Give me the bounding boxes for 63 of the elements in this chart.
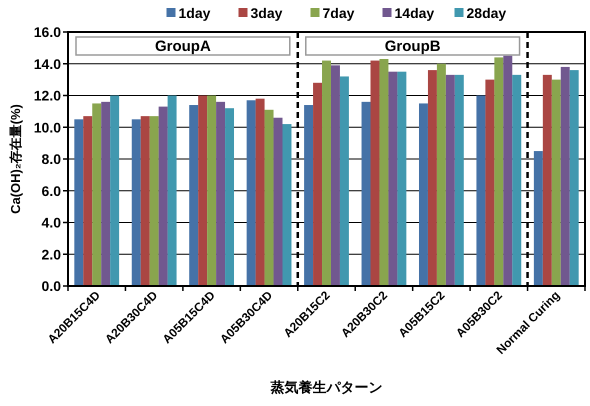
bar bbox=[418, 103, 428, 286]
bar bbox=[476, 96, 486, 286]
bar bbox=[322, 60, 331, 286]
bar bbox=[158, 106, 168, 286]
bar bbox=[503, 56, 512, 286]
y-tick-label: 16.0 bbox=[34, 24, 62, 40]
y-axis-title: Ca(OH)₂存在量(%) bbox=[8, 104, 23, 214]
bar bbox=[534, 151, 543, 286]
bar bbox=[485, 80, 494, 286]
bar bbox=[150, 116, 159, 286]
bar bbox=[330, 65, 340, 286]
bar bbox=[552, 80, 561, 286]
bar bbox=[168, 96, 177, 286]
y-tick-label: 8.0 bbox=[42, 151, 62, 167]
bar bbox=[388, 72, 398, 286]
bar bbox=[454, 74, 464, 286]
bar bbox=[542, 74, 552, 286]
y-tick-label: 0.0 bbox=[42, 278, 62, 294]
legend-label: 1day bbox=[178, 5, 211, 21]
y-tick-label: 6.0 bbox=[42, 182, 62, 199]
bar bbox=[512, 74, 522, 286]
bar bbox=[494, 57, 504, 286]
bar bbox=[256, 98, 265, 286]
legend-label: 3day bbox=[250, 5, 283, 21]
bar bbox=[140, 116, 150, 286]
bar bbox=[570, 70, 579, 286]
bar bbox=[313, 82, 322, 286]
bar bbox=[436, 64, 446, 286]
legend-label: 14day bbox=[394, 5, 434, 21]
bar bbox=[83, 116, 92, 286]
bar bbox=[560, 66, 570, 286]
bar bbox=[246, 100, 256, 286]
bar bbox=[198, 96, 208, 286]
bar bbox=[189, 105, 198, 286]
bar bbox=[428, 70, 437, 286]
bar bbox=[207, 96, 216, 286]
bar bbox=[92, 103, 102, 286]
bar bbox=[110, 96, 120, 286]
x-axis-title: 蒸気養生パターン bbox=[270, 379, 382, 395]
bar bbox=[132, 119, 141, 286]
bar bbox=[370, 60, 380, 286]
annotation: GroupA bbox=[154, 38, 211, 55]
bar bbox=[282, 124, 292, 286]
legend-label: 7day bbox=[322, 5, 355, 21]
y-tick-label: 2.0 bbox=[42, 246, 62, 262]
annotation: GroupB bbox=[384, 38, 441, 55]
bar bbox=[225, 108, 234, 286]
bar bbox=[446, 74, 455, 286]
bar bbox=[340, 76, 349, 286]
y-tick-label: 12.0 bbox=[34, 88, 62, 104]
bar bbox=[304, 105, 314, 286]
legend-label: 28day bbox=[466, 5, 506, 21]
bar bbox=[74, 119, 84, 286]
y-tick-label: 10.0 bbox=[34, 119, 62, 136]
bar bbox=[274, 118, 282, 286]
bar bbox=[362, 102, 370, 286]
bar bbox=[397, 72, 406, 286]
y-tick-label: 14.0 bbox=[34, 56, 62, 72]
bar bbox=[101, 102, 110, 286]
bar bbox=[264, 110, 274, 286]
y-tick-label: 4.0 bbox=[42, 214, 62, 230]
bar bbox=[379, 58, 388, 286]
bar bbox=[216, 102, 226, 286]
